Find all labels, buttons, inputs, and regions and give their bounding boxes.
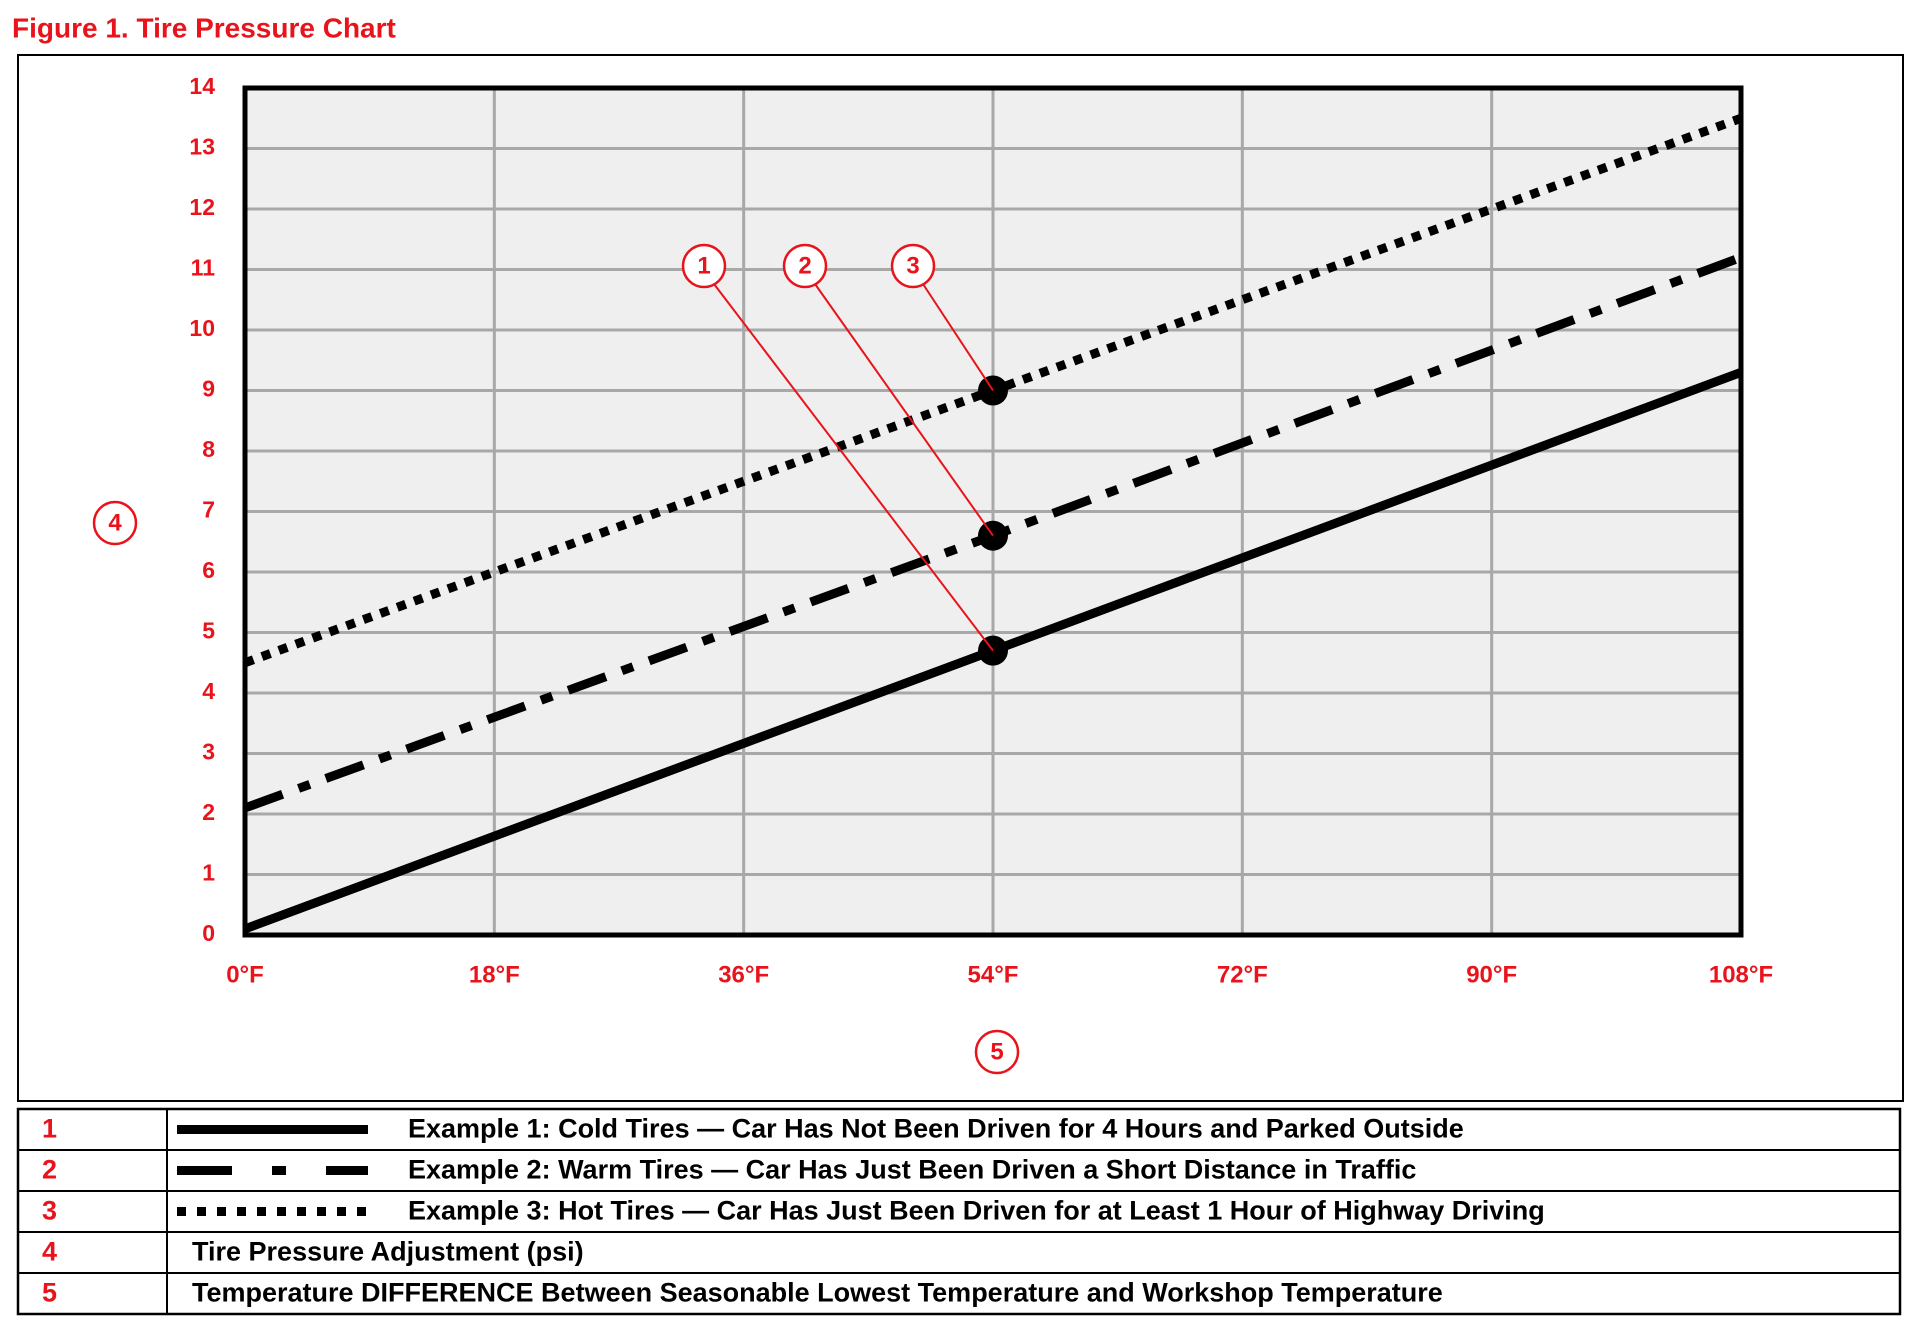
callout-label: 2 bbox=[798, 252, 811, 279]
axis-key-label: 4 bbox=[108, 509, 122, 536]
y-tick-label: 14 bbox=[189, 73, 215, 99]
x-tick-label: 108°F bbox=[1709, 961, 1773, 988]
y-tick-label: 5 bbox=[202, 618, 215, 644]
y-tick-label: 4 bbox=[202, 678, 215, 704]
y-tick-label: 3 bbox=[202, 739, 215, 765]
legend-label: Example 3: Hot Tires — Car Has Just Been… bbox=[408, 1196, 1545, 1226]
y-tick-label: 7 bbox=[202, 497, 215, 523]
y-tick-label: 10 bbox=[189, 315, 215, 341]
callout-circle bbox=[782, 243, 828, 289]
axis-key-circle bbox=[92, 500, 138, 546]
y-tick-label: 9 bbox=[202, 376, 215, 402]
y-tick-label: 0 bbox=[202, 920, 215, 946]
chart-title: Figure 1. Tire Pressure Chart bbox=[12, 12, 396, 43]
y-tick-label: 11 bbox=[191, 255, 216, 281]
callout-label: 3 bbox=[906, 252, 919, 279]
legend-label: Example 2: Warm Tires — Car Has Just Bee… bbox=[408, 1155, 1416, 1185]
x-tick-label: 0°F bbox=[226, 961, 264, 988]
callout-label: 1 bbox=[697, 252, 710, 279]
axis-title: Tire Pressure Adjustment (psi) bbox=[192, 1237, 584, 1267]
legend-key: 1 bbox=[42, 1114, 57, 1144]
y-tick-label: 6 bbox=[202, 557, 215, 583]
x-tick-label: 18°F bbox=[469, 961, 520, 988]
callout-line bbox=[922, 283, 994, 392]
callout-circle bbox=[681, 243, 727, 289]
y-tick-label: 8 bbox=[202, 436, 215, 462]
axis-title: Temperature DIFFERENCE Between Seasonabl… bbox=[192, 1278, 1443, 1308]
legend-key: 4 bbox=[42, 1237, 57, 1267]
y-tick-label: 1 bbox=[202, 860, 215, 886]
callout-line bbox=[814, 283, 994, 537]
x-tick-label: 72°F bbox=[1217, 961, 1268, 988]
x-tick-label: 36°F bbox=[718, 961, 769, 988]
axis-key-circle bbox=[974, 1029, 1020, 1075]
legend-key: 3 bbox=[42, 1196, 57, 1226]
axis-key-label: 5 bbox=[990, 1038, 1003, 1065]
y-tick-label: 2 bbox=[202, 799, 215, 825]
legend-key: 5 bbox=[42, 1278, 57, 1308]
legend-table bbox=[16, 1107, 1902, 1316]
x-tick-label: 90°F bbox=[1466, 961, 1517, 988]
plot-border bbox=[242, 85, 1744, 938]
y-tick-label: 13 bbox=[189, 134, 215, 160]
callout-circle bbox=[890, 243, 936, 289]
callout-line bbox=[713, 283, 994, 652]
legend-key: 2 bbox=[42, 1155, 57, 1185]
legend-label: Example 1: Cold Tires — Car Has Not Been… bbox=[408, 1114, 1464, 1144]
y-tick-label: 12 bbox=[189, 194, 215, 220]
x-tick-label: 54°F bbox=[968, 961, 1019, 988]
